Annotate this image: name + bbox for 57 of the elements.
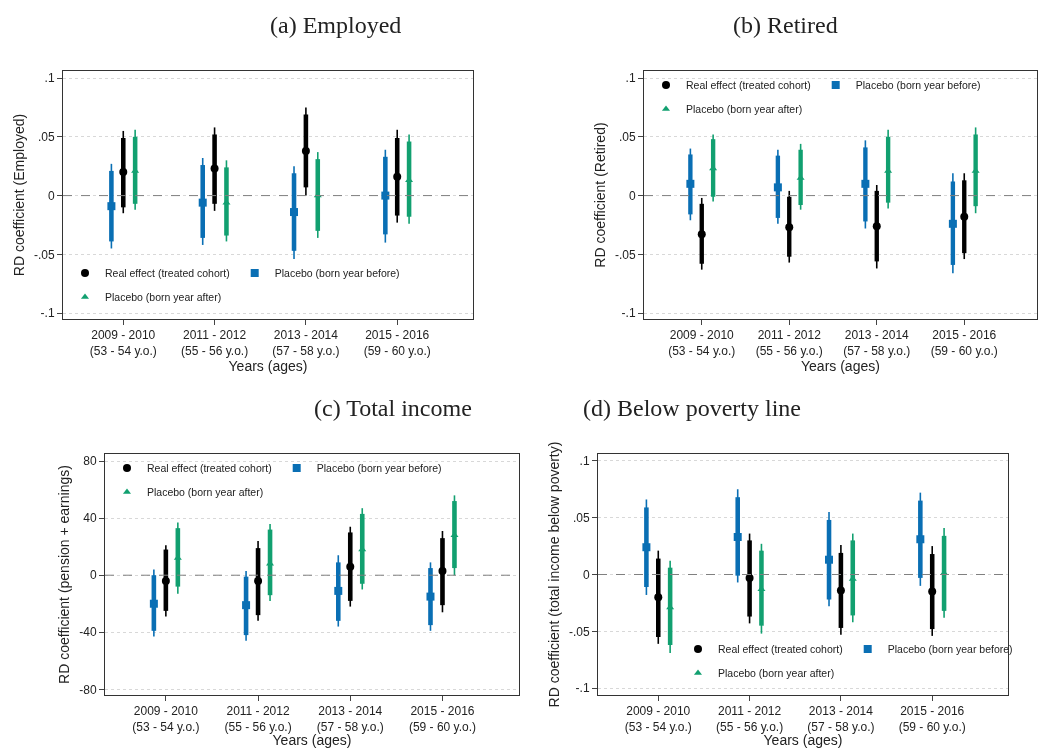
x-tick-label: 2009 - 2010 (53 - 54 y.o.) [89, 328, 157, 358]
legend-label: Placebo (born year before) [855, 79, 981, 92]
x-tick-label: 2011 - 2012 (55 - 56 y.o.) [716, 704, 784, 734]
legend-label: Real effect (treated cohort) [686, 79, 811, 92]
y-tick-label: -.05 [614, 247, 636, 262]
legend-label: Placebo (born year after) [718, 667, 835, 680]
legend-label: Placebo (born year after) [147, 486, 264, 499]
chart-title: (a) Employed [270, 12, 402, 38]
y-tick-label: -.1 [40, 306, 55, 321]
x-tick-label: 2013 - 2014 (57 - 58 y.o.) [272, 328, 340, 358]
y-tick-label: -.1 [621, 306, 636, 321]
y-tick-label: -.1 [575, 681, 590, 696]
y-axis-title: RD coefficient (total income below poverty) [545, 441, 562, 708]
x-tick-label: 2011 - 2012 (55 - 56 y.o.) [755, 328, 823, 358]
chart-title: (d) Below poverty line [583, 395, 801, 421]
x-tick-label: 2015 - 2016 (59 - 60 y.o.) [363, 328, 431, 358]
y-axis-title: RD coefficient (Retired) [591, 122, 608, 268]
legend-label: Placebo (born year before) [274, 267, 400, 280]
legend-label: Real effect (treated cohort) [718, 643, 843, 656]
y-tick-label: 0 [628, 188, 636, 203]
y-tick-label: 0 [582, 567, 590, 582]
legend-label: Placebo (born year before) [316, 462, 442, 475]
x-tick-label: 2015 - 2016 (59 - 60 y.o.) [898, 704, 966, 734]
legend-label: Placebo (born year after) [105, 291, 222, 304]
x-tick-label: 2013 - 2014 (57 - 58 y.o.) [807, 704, 875, 734]
y-tick-label: .1 [579, 454, 590, 469]
legend-label: Real effect (treated cohort) [147, 462, 272, 475]
x-axis-title: Years (ages) [228, 358, 308, 375]
x-tick-label: 2011 - 2012 (55 - 56 y.o.) [224, 704, 292, 734]
x-tick-label: 2011 - 2012 (55 - 56 y.o.) [181, 328, 249, 358]
y-tick-label: -80 [79, 682, 97, 697]
y-tick-label: -.05 [33, 247, 55, 262]
y-tick-label: .05 [618, 130, 636, 145]
y-axis-title: RD coefficient (Employed) [10, 113, 27, 277]
x-tick-label: 2009 - 2010 (53 - 54 y.o.) [668, 328, 736, 358]
chart-title: (b) Retired [733, 12, 838, 38]
y-tick-label: -.05 [568, 624, 590, 639]
y-tick-label: 40 [83, 511, 97, 526]
chart-title: (c) Total income [314, 395, 472, 421]
legend-label: Real effect (treated cohort) [105, 267, 230, 280]
legend-label: Placebo (born year after) [686, 103, 803, 116]
x-tick-label: 2013 - 2014 (57 - 58 y.o.) [843, 328, 911, 358]
x-axis-title: Years (ages) [801, 358, 880, 375]
x-tick-label: 2009 - 2010 (53 - 54 y.o.) [132, 704, 200, 734]
y-tick-label: 80 [83, 454, 97, 469]
y-axis-title: RD coefficient (pension + earnings) [55, 465, 72, 684]
y-tick-label: -40 [79, 625, 97, 640]
x-tick-label: 2013 - 2014 (57 - 58 y.o.) [316, 704, 384, 734]
y-tick-label: .05 [572, 510, 590, 525]
y-tick-label: .1 [44, 71, 55, 86]
y-tick-label: 0 [89, 568, 97, 583]
x-tick-label: 2009 - 2010 (53 - 54 y.o.) [624, 704, 692, 734]
y-tick-label: .1 [625, 71, 636, 86]
x-tick-label: 2015 - 2016 (59 - 60 y.o.) [408, 704, 477, 734]
y-tick-label: .05 [37, 130, 55, 145]
x-tick-label: 2015 - 2016 (59 - 60 y.o.) [930, 328, 998, 358]
y-tick-label: 0 [47, 188, 55, 203]
